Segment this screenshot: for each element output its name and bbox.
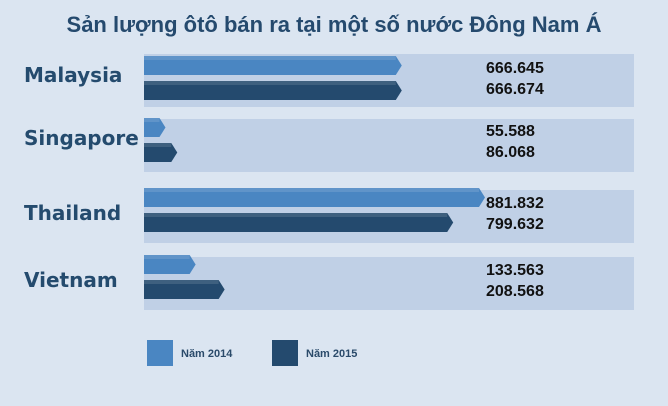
bar-highlight (144, 213, 448, 217)
bar-highlight (144, 56, 396, 60)
category-panel (144, 257, 634, 310)
bar-vietnam-2015 (144, 280, 225, 299)
chart-title: Sản lượng ôtô bán ra tại một số nước Đôn… (66, 12, 602, 37)
bar-singapore-2014 (144, 118, 166, 137)
bar-highlight (144, 255, 190, 259)
value-label-malaysia-2015: 666.674 (486, 81, 544, 98)
legend-label-2015: Năm 2015 (306, 348, 358, 360)
value-label-thailand-2015: 799.632 (486, 216, 544, 233)
value-label-singapore-2015: 86.068 (486, 144, 535, 161)
value-label-malaysia-2014: 666.645 (486, 60, 544, 77)
bar-highlight (144, 280, 219, 284)
category-label-thailand: Thailand (24, 201, 122, 225)
value-label-thailand-2014: 881.832 (486, 195, 544, 212)
legend-swatch-2015 (272, 340, 298, 366)
bar-malaysia-2014 (144, 56, 402, 75)
legend-swatch-2014 (147, 340, 173, 366)
bar-highlight (144, 188, 479, 192)
category-label-vietnam: Vietnam (24, 268, 118, 292)
legend-label-2014: Năm 2014 (181, 348, 233, 360)
bar-thailand-2014 (144, 188, 485, 207)
bar-singapore-2015 (144, 143, 178, 162)
value-label-singapore-2014: 55.588 (486, 123, 535, 140)
category-label-singapore: Singapore (24, 126, 139, 150)
value-label-vietnam-2014: 133.563 (486, 262, 544, 279)
bar-vietnam-2014 (144, 255, 196, 274)
value-label-vietnam-2015: 208.568 (486, 283, 544, 300)
bar-malaysia-2015 (144, 81, 402, 100)
bar-thailand-2015 (144, 213, 454, 232)
bar-highlight (144, 81, 396, 85)
category-label-malaysia: Malaysia (24, 63, 123, 87)
bar-highlight (144, 118, 160, 122)
bar-highlight (144, 143, 172, 147)
category-panel (144, 119, 634, 172)
